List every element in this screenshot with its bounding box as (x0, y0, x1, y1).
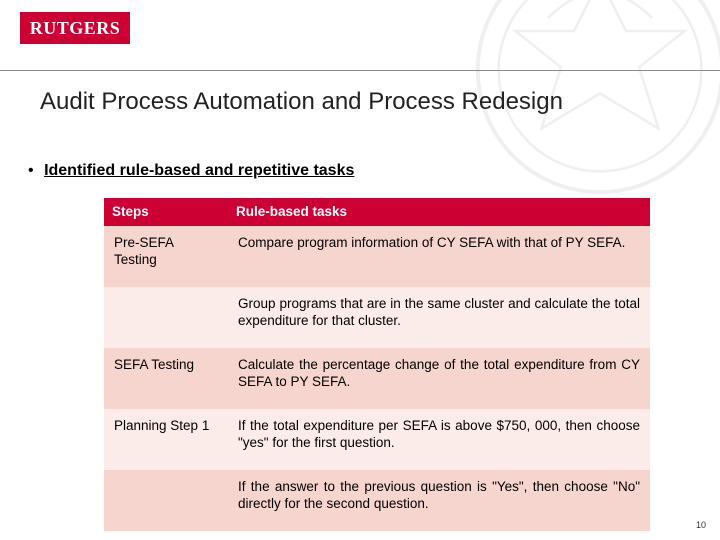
step-cell: Planning Step 1 (104, 409, 228, 470)
table-row: Pre-SEFA Testing Compare program informa… (104, 226, 650, 287)
task-cell: Calculate the percentage change of the t… (228, 348, 650, 409)
header-divider (0, 70, 720, 71)
page-number: 10 (696, 520, 706, 530)
task-cell: Group programs that are in the same clus… (228, 287, 650, 348)
task-cell: If the answer to the previous question i… (228, 470, 650, 531)
table-row: If the answer to the previous question i… (104, 470, 650, 531)
step-cell (104, 287, 228, 348)
table-row: Group programs that are in the same clus… (104, 287, 650, 348)
bullet-item: • Identified rule-based and repetitive t… (28, 162, 354, 180)
bullet-marker: • (28, 162, 34, 179)
header-steps: Steps (104, 198, 228, 226)
step-cell: SEFA Testing (104, 348, 228, 409)
table-header-row: Steps Rule-based tasks (104, 198, 650, 226)
table-row: Planning Step 1 If the total expenditure… (104, 409, 650, 470)
step-cell (104, 470, 228, 531)
task-cell: If the total expenditure per SEFA is abo… (228, 409, 650, 470)
header-tasks: Rule-based tasks (228, 198, 650, 226)
step-cell: Pre-SEFA Testing (104, 226, 228, 287)
bullet-text: Identified rule-based and repetitive tas… (44, 162, 354, 179)
logo-dot-icon (26, 33, 31, 38)
logo-text: RUTGERS (30, 18, 121, 39)
tasks-table: Steps Rule-based tasks Pre-SEFA Testing … (104, 198, 650, 531)
page-title: Audit Process Automation and Process Red… (40, 88, 690, 116)
table-row: SEFA Testing Calculate the percentage ch… (104, 348, 650, 409)
rutgers-logo: RUTGERS (20, 12, 130, 44)
task-cell: Compare program information of CY SEFA w… (228, 226, 650, 287)
